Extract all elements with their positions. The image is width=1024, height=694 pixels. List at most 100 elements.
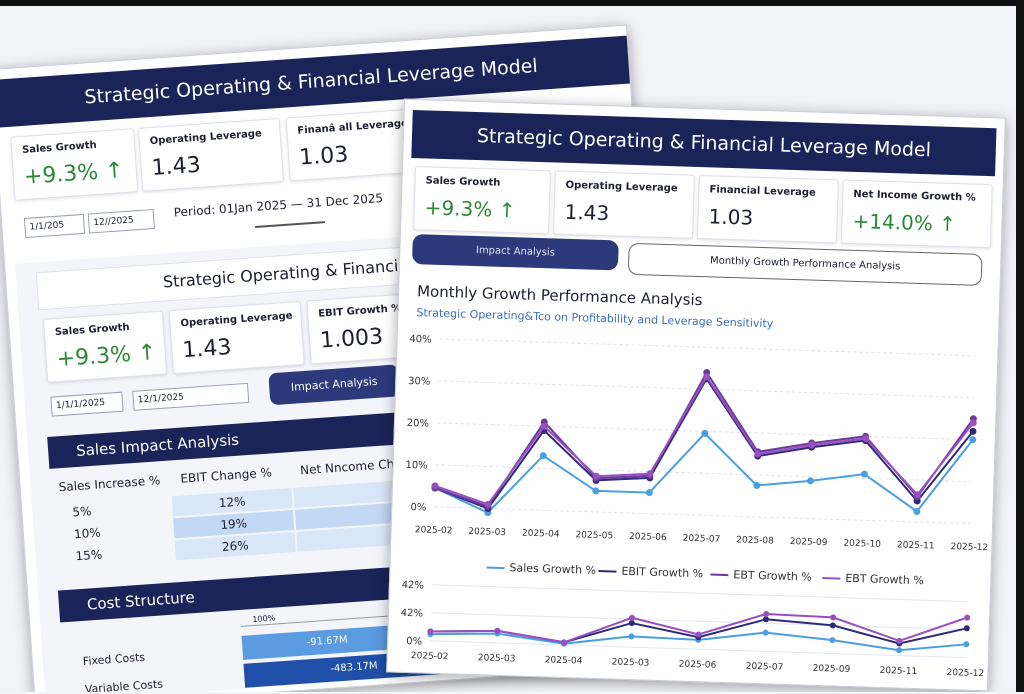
data-point: [701, 429, 709, 437]
x-tick-label: 2025-04: [522, 529, 560, 540]
data-point: [540, 422, 548, 430]
x-tick-label: 2025-03: [478, 653, 516, 664]
kpi-value: +14.0% ↑: [852, 208, 957, 237]
x-tick-label: 2025-09: [812, 664, 850, 675]
tab-active[interactable]: Impact Analysis: [411, 234, 619, 271]
legend-item: EBIT Growth %: [598, 564, 703, 580]
cost-value: -91.67M: [306, 634, 348, 649]
legend-swatch: [598, 570, 617, 573]
data-point: [860, 470, 868, 478]
x-tick-label: 2025-08: [736, 535, 774, 546]
y-tick-label: 0%: [406, 636, 422, 647]
kpi-value: 1.43: [150, 152, 202, 181]
data-point: [896, 647, 903, 654]
section-title: Sales Impact Analysis: [75, 430, 240, 460]
x-tick-label: 2025-03: [468, 527, 506, 538]
y-tick-label: 10%: [405, 460, 428, 472]
series-line: [434, 370, 975, 508]
table-cell: 10%: [73, 525, 102, 542]
kpi-value: +9.3% ↑: [23, 158, 125, 190]
data-point: [539, 452, 547, 460]
date-input[interactable]: 1/1/205: [23, 213, 86, 239]
date-input[interactable]: 12//2025: [87, 208, 155, 234]
legend-label: EBIT Growth %: [621, 564, 704, 581]
front-dashboard: Strategic Operating & Financial Leverage…: [386, 98, 1006, 692]
grid-line: [430, 640, 966, 659]
series-line: [430, 613, 968, 644]
data-point: [484, 500, 492, 508]
x-tick-label: 2025-02: [411, 651, 449, 662]
kpi-value: 1.03: [298, 142, 350, 171]
data-point: [913, 491, 921, 499]
data-point: [964, 614, 971, 621]
legend-label: EBT Growth %: [845, 571, 924, 588]
data-point: [645, 489, 653, 497]
data-point: [762, 616, 769, 623]
data-point: [963, 641, 970, 648]
data-point: [753, 481, 761, 489]
kpi-card: Operating Leverage 1.43: [168, 300, 305, 375]
y-tick-label: 20%: [407, 418, 430, 430]
x-tick-label: 2025-10: [843, 539, 881, 550]
kpi-value: +9.3% ↑: [55, 340, 158, 373]
main-chart: 0% 10% 20% 30% 40% 2025-02 2025-03 2025-04 2025-…: [405, 334, 988, 553]
x-tick-label: 2025-12: [950, 542, 988, 553]
x-tick-label: 2025-06: [679, 660, 717, 671]
grid-line: [434, 506, 971, 525]
kpi-label: Net Income Growth %: [853, 188, 976, 204]
data-point: [862, 434, 870, 442]
x-tick-label: 2025-09: [790, 537, 828, 548]
tab[interactable]: Monthly Growth Performance Analysis: [627, 242, 983, 286]
data-point: [427, 628, 434, 635]
legend-item: EBT Growth %: [710, 568, 812, 584]
series-line: [434, 374, 975, 506]
x-tick-label: 2025-07: [683, 534, 721, 545]
kpi-label: Finanâ all Leverage: [297, 118, 409, 137]
kpi-card: Sales Growth +9.3% ↑: [10, 128, 139, 201]
title: Strategic Operating & Financial Leverage…: [476, 124, 932, 162]
data-point: [494, 627, 501, 634]
kpi-label: Operating Leverage: [149, 128, 263, 148]
data-point: [695, 631, 702, 638]
data-point: [646, 470, 654, 478]
kpi-label: EBIT Growth %: [317, 302, 402, 320]
x-tick-label: 2025-03: [612, 657, 650, 668]
grid-line: [439, 338, 976, 357]
legend-label: EBT Growth %: [733, 568, 813, 584]
kpi-card: Financial Leverage 1.03: [696, 174, 839, 244]
cost-value: -483.17M: [330, 660, 378, 675]
data-point: [829, 637, 836, 644]
grid-line: [435, 464, 972, 483]
data-point: [561, 639, 568, 646]
kpi-card: Sales Growth +9.3% ↑: [413, 166, 551, 235]
section-title: Cost Structure: [86, 588, 196, 614]
chart-subtitle: Strategic Operating&Tco on Profitability…: [416, 306, 774, 331]
kpi-value: 1.003: [319, 324, 384, 354]
data-point: [592, 472, 600, 480]
legend-item: EBT Growth %: [822, 571, 924, 587]
data-point: [913, 507, 921, 515]
kpi-card: Operating Leverage 1.43: [137, 117, 284, 192]
scale-label: 100%: [252, 613, 276, 625]
data-point: [963, 625, 970, 632]
x-tick-label: 2025-11: [897, 540, 935, 551]
table-cell: 5%: [72, 504, 93, 520]
kpi-label: Financial Leverage: [709, 184, 816, 199]
data-point: [762, 629, 769, 636]
data-point: [628, 614, 635, 621]
x-tick-label: 2025-06: [629, 532, 667, 543]
data-point: [830, 614, 837, 621]
data-point: [969, 419, 977, 427]
data-point: [763, 610, 770, 617]
kpi-card: Net Income Growth % +14.0% ↑: [840, 179, 993, 249]
kpi-card: Sales Growth +9.3% ↑: [42, 310, 168, 383]
period-label: Period: 01Jan 2025 — 31 Dec 2025: [173, 190, 384, 220]
y-tick-label: 30%: [408, 376, 431, 388]
slider[interactable]: [254, 221, 325, 228]
legend-swatch: [822, 577, 841, 580]
legend-item: Sales Growth %: [486, 561, 596, 577]
kpi-label: Sales Growth: [425, 175, 501, 189]
grid-line: [431, 584, 968, 603]
